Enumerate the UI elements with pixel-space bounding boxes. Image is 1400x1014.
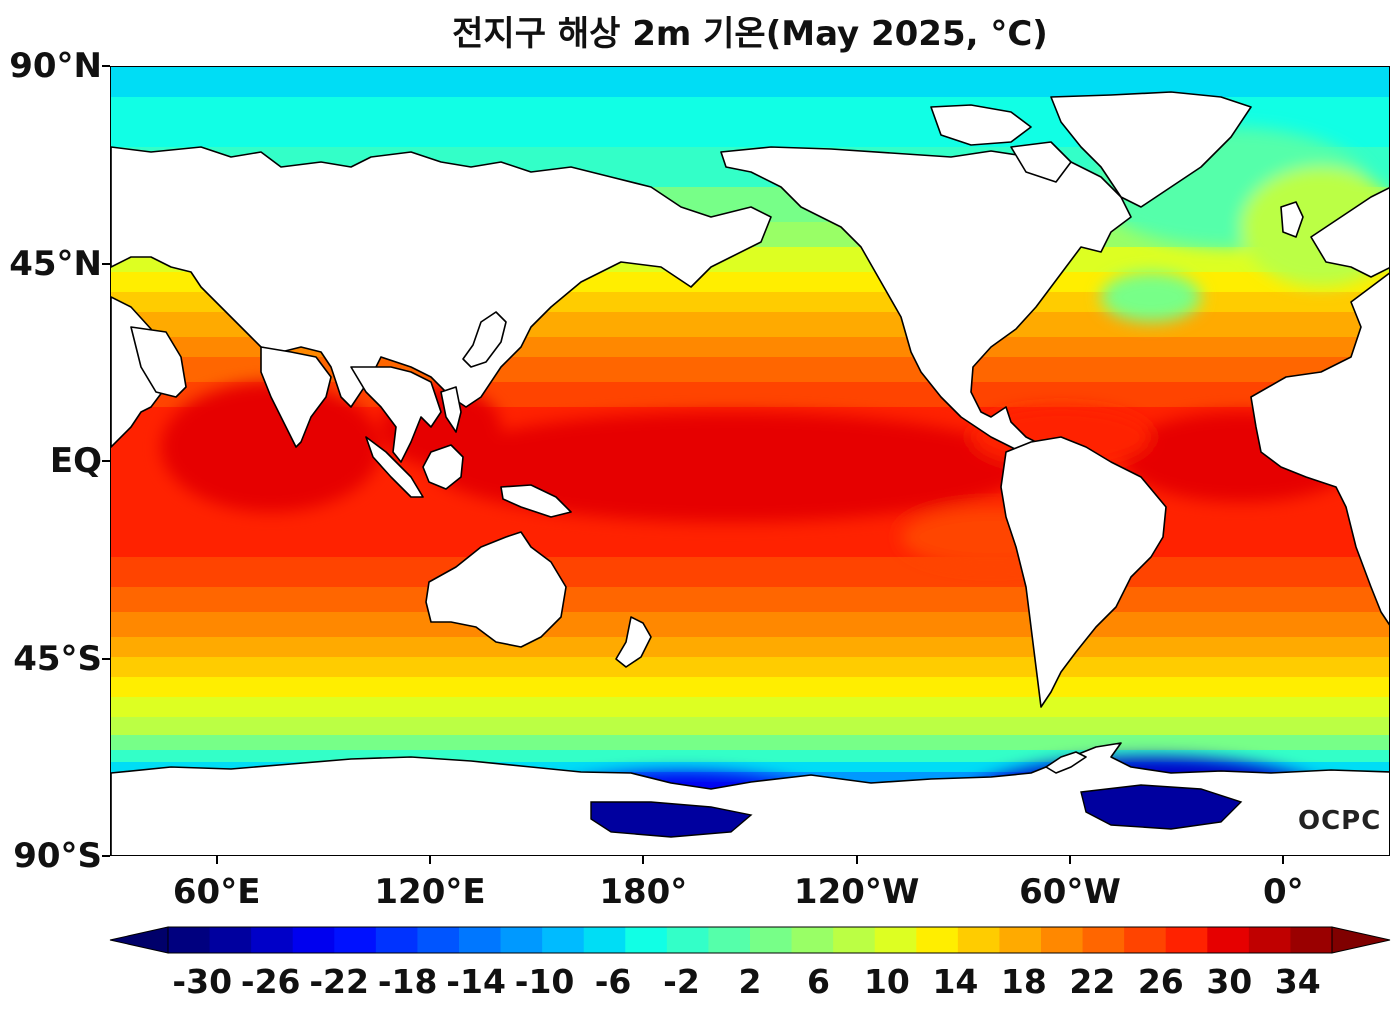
latitude-tick [102, 65, 110, 67]
longitude-label: 180° [599, 872, 688, 912]
north-america [720, 146, 1132, 458]
colorbar-tick-label: 14 [932, 962, 979, 1001]
eurasia-west [111, 146, 772, 408]
colorbar-tick-label: -18 [377, 962, 438, 1001]
arabia [130, 326, 187, 398]
colorbar [109, 926, 1391, 954]
colorbar-segment [1165, 927, 1208, 953]
longitude-tick [215, 856, 218, 864]
colorbar-segment [583, 927, 626, 953]
colorbar-segment [1041, 927, 1084, 953]
temperature-map [111, 67, 1389, 855]
colorbar-tick-label: -22 [309, 962, 369, 1001]
map-frame [110, 66, 1390, 856]
colorbar-tick-label: 10 [863, 962, 910, 1001]
colorbar-segment [375, 927, 418, 953]
colorbar-under-arrow [109, 926, 169, 954]
latitude-tick [102, 460, 110, 462]
colorbar-segment [750, 927, 793, 953]
latitude-tick [102, 855, 110, 857]
map-title: 전지구 해상 2m 기온(May 2025, °C) [452, 14, 1048, 54]
europe-north [1310, 187, 1389, 278]
new-guinea [500, 484, 572, 518]
colorbar-segment [1248, 927, 1291, 953]
colorbar-tick-label: -2 [663, 962, 700, 1001]
colorbar-segment [708, 927, 751, 953]
colorbar-tick-label: -10 [514, 962, 575, 1001]
colorbar-tick-label: 26 [1137, 962, 1184, 1001]
latitude-label: 45°N [9, 243, 102, 284]
colorbar-segment [292, 927, 335, 953]
colorbar-segment [999, 927, 1042, 953]
land-masses [111, 91, 1389, 855]
colorbar-segment [916, 927, 959, 953]
colorbar-segment [459, 927, 502, 953]
colorbar-segment [833, 927, 876, 953]
latitude-tick [102, 262, 110, 265]
greenland [1050, 91, 1252, 208]
colorbar-segment [1082, 927, 1125, 953]
south-america [1000, 436, 1167, 708]
colorbar-segment [874, 927, 917, 953]
latitude-label: EQ [49, 441, 102, 481]
longitude-label: 0° [1262, 872, 1304, 912]
colorbar-segment [251, 927, 294, 953]
colorbar-tick-label: 18 [1000, 962, 1047, 1001]
polar-seas [590, 784, 1243, 838]
indochina [350, 366, 442, 463]
australia [425, 531, 567, 648]
latitude-label: 45°S [13, 638, 102, 679]
africa-horn [111, 296, 172, 448]
colorbar-segment [417, 927, 460, 953]
europe-africa-east [1250, 272, 1389, 626]
antarctica [111, 742, 1389, 855]
longitude-label: 60°E [172, 872, 261, 912]
colorbar-segment [1207, 927, 1250, 953]
longitude-label: 120°E [374, 872, 486, 912]
new-zealand [615, 616, 652, 668]
japan [462, 311, 507, 368]
longitude-tick [1069, 856, 1071, 864]
colorbar-segment [1290, 927, 1333, 953]
colorbar-segment [168, 927, 211, 953]
colorbar-segment [500, 927, 543, 953]
longitude-tick [642, 856, 645, 864]
antarctic-peninsula [1045, 751, 1087, 774]
colorbar-segment [542, 927, 585, 953]
colorbar-segment [334, 927, 377, 953]
colorbar-segment [625, 927, 668, 953]
colorbar-tick-label: 6 [806, 962, 830, 1001]
colorbar-over-arrow [1331, 926, 1391, 954]
latitude-label: 90°S [13, 836, 102, 876]
colorbar-tick-label: -14 [446, 962, 506, 1001]
colorbar-segment [209, 927, 252, 953]
philippines [440, 386, 462, 433]
colorbar-outline [167, 926, 1333, 954]
colorbar-tick-label: -30 [172, 962, 233, 1001]
longitude-label: 120°W [793, 872, 920, 912]
colorbar-tick-label: 34 [1274, 962, 1321, 1001]
latitude-tick [102, 657, 110, 660]
longitude-label: 60°W [1019, 872, 1121, 912]
borneo [422, 444, 464, 490]
colorbar-tick-label: 22 [1069, 962, 1116, 1001]
colorbar-tick-label: -6 [594, 962, 632, 1001]
colorbar-tick-label: -26 [240, 962, 301, 1001]
longitude-tick [1282, 856, 1285, 864]
colorbar-tick-label: 30 [1206, 962, 1253, 1001]
colorbar-segment [666, 927, 709, 953]
colorbar-segment [1124, 927, 1167, 953]
latitude-label: 90°N [9, 46, 102, 86]
indian-subcontinent [260, 346, 332, 448]
ocpc-logo: OCPC [1298, 806, 1382, 836]
colorbar-segment [957, 927, 1000, 953]
longitude-tick [855, 856, 858, 864]
british-isles [1280, 201, 1304, 238]
colorbar-tick-label: 2 [738, 962, 762, 1001]
baffin-island [1010, 141, 1072, 183]
sumatra [365, 436, 424, 498]
colorbar-segment [791, 927, 834, 953]
longitude-tick [429, 856, 431, 864]
arctic-islands [930, 104, 1032, 146]
